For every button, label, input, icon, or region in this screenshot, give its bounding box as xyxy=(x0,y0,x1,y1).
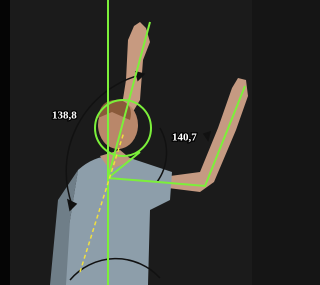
angle-label: 138,8 xyxy=(52,110,77,122)
angle-label: 140,7 xyxy=(172,132,197,144)
page: 138,8 140,7 (() => { const data = JSON.p… xyxy=(0,0,252,285)
left-edge xyxy=(0,0,10,285)
scene: 138,8 140,7 xyxy=(0,0,252,285)
